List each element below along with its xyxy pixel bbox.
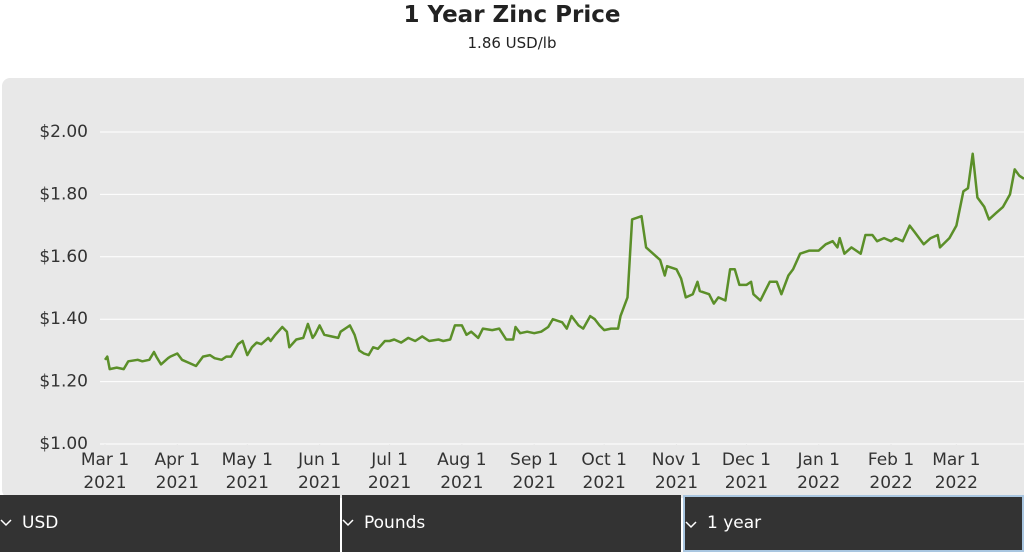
chevron bbox=[342, 519, 354, 527]
chart-subtitle: 1.86 USD/lb bbox=[467, 34, 557, 52]
chevron bbox=[0, 519, 12, 527]
x-tick-label: Aug 1 2021 bbox=[437, 450, 487, 493]
x-tick-label: Sep 1 2021 bbox=[510, 450, 559, 493]
plot-panel bbox=[2, 78, 1024, 498]
dropdown-label: Pounds bbox=[364, 513, 426, 533]
x-tick-label: Mar 1 2021 bbox=[80, 450, 130, 493]
dropdown-label: USD bbox=[22, 513, 59, 533]
x-tick-label: Apr 1 2021 bbox=[154, 450, 201, 493]
y-tick-label: $2.00 bbox=[39, 122, 88, 142]
currency-dropdown[interactable]: USD bbox=[0, 495, 340, 552]
x-tick-label: Nov 1 2021 bbox=[651, 450, 702, 493]
y-tick-label: $1.00 bbox=[39, 434, 88, 454]
x-tick-label: Oct 1 2021 bbox=[581, 450, 627, 493]
x-tick-label: Mar 1 2022 bbox=[932, 450, 981, 493]
period-dropdown[interactable]: 1 year bbox=[683, 495, 1024, 552]
x-tick-label: Feb 1 2022 bbox=[867, 450, 915, 493]
unit-dropdown[interactable]: Pounds bbox=[342, 495, 681, 552]
price-line bbox=[103, 152, 1024, 371]
y-tick-label: $1.20 bbox=[39, 372, 88, 392]
x-tick-label: Jan 1 2022 bbox=[797, 450, 841, 493]
y-tick-label: $1.60 bbox=[39, 247, 88, 267]
x-tick-label: May 1 2021 bbox=[221, 450, 273, 493]
y-tick-label: $1.80 bbox=[39, 184, 88, 204]
chevron bbox=[685, 521, 697, 529]
x-tick-label: Dec 1 2021 bbox=[721, 450, 771, 493]
y-tick-label: $1.40 bbox=[39, 309, 88, 329]
dropdown-label: 1 year bbox=[707, 513, 762, 533]
chart-title: 1 Year Zinc Price bbox=[403, 2, 621, 28]
x-tick-label: Jun 1 2021 bbox=[297, 450, 342, 493]
x-tick-label: Jul 1 2021 bbox=[367, 450, 412, 493]
